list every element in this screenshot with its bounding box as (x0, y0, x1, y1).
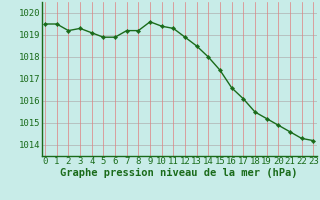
X-axis label: Graphe pression niveau de la mer (hPa): Graphe pression niveau de la mer (hPa) (60, 168, 298, 178)
